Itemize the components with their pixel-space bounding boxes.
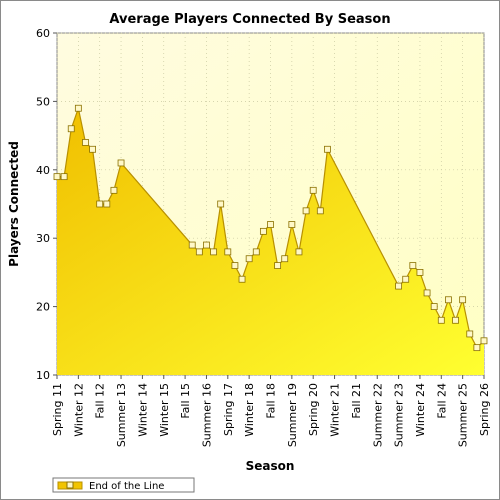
- legend: End of the Line: [52, 477, 195, 493]
- x-tick-label: Spring 11: [51, 383, 64, 436]
- data-point: [274, 262, 282, 269]
- data-point: [452, 316, 459, 324]
- data-point: [302, 207, 310, 215]
- x-tick-label: Fall 24: [435, 383, 448, 419]
- data-point: [110, 186, 118, 194]
- x-tick-label: Fall 18: [265, 383, 278, 419]
- data-point: [89, 145, 96, 153]
- x-tick-label: Fall 15: [179, 383, 192, 419]
- data-point: [210, 248, 217, 256]
- y-tick-label: 20: [36, 301, 50, 314]
- data-point: [203, 241, 210, 249]
- data-point: [74, 104, 82, 112]
- data-point: [316, 207, 324, 215]
- data-point: [402, 275, 410, 283]
- legend-box: [52, 477, 195, 493]
- data-point: [281, 255, 289, 263]
- data-point: [295, 248, 303, 256]
- y-tick-label: 30: [36, 232, 50, 245]
- data-point: [416, 268, 424, 276]
- data-point: [231, 262, 239, 269]
- data-point: [445, 296, 452, 304]
- data-point: [53, 173, 61, 181]
- x-tick-label: Summer 22: [371, 383, 384, 447]
- x-tick-label: Fall 21: [350, 383, 363, 419]
- data-point: [96, 200, 104, 208]
- x-tick-label: Spring 26: [478, 383, 491, 436]
- data-point: [238, 275, 246, 283]
- data-point: [117, 159, 125, 167]
- chart-title: Average Players Connected By Season: [109, 12, 390, 27]
- x-tick-label: Summer 13: [115, 383, 128, 447]
- data-point: [437, 316, 445, 324]
- legend-label: End of the Line: [89, 481, 164, 492]
- data-point: [103, 200, 111, 208]
- y-tick-label: 40: [36, 164, 50, 177]
- x-axis: Spring 11 Winter 12 Fall 12 Summer 13 Winter…: [51, 375, 491, 447]
- y-axis: 10 20 30 40 50 60: [36, 27, 57, 382]
- x-axis-label: Season: [246, 459, 295, 473]
- data-point: [459, 296, 467, 304]
- y-tick-label: 10: [36, 369, 50, 382]
- x-tick-label: Fall 12: [94, 383, 107, 419]
- data-point: [224, 248, 232, 256]
- legend-marker-icon: [66, 481, 74, 489]
- data-point: [188, 241, 196, 249]
- data-point: [473, 344, 481, 352]
- x-tick-label: Winter 15: [158, 383, 171, 437]
- x-tick-label: Winter 24: [414, 383, 427, 437]
- data-point: [67, 125, 75, 133]
- data-point: [195, 248, 203, 256]
- data-point: [60, 173, 68, 181]
- data-point: [324, 145, 331, 153]
- data-point: [245, 255, 253, 263]
- data-point: [466, 330, 474, 338]
- y-tick-label: 50: [36, 95, 50, 108]
- x-tick-label: Winter 14: [136, 383, 149, 437]
- x-tick-label: Summer 19: [286, 383, 299, 447]
- data-point: [288, 221, 296, 228]
- data-point: [82, 139, 89, 146]
- series-area: [57, 108, 484, 376]
- data-point: [217, 200, 225, 208]
- data-markers: [53, 104, 488, 352]
- x-tick-label: Summer 23: [393, 383, 406, 447]
- x-tick-label: Spring 20: [307, 383, 320, 436]
- x-tick-label: Winter 18: [243, 383, 256, 437]
- x-tick-label: Winter 21: [329, 383, 342, 437]
- y-tick-label: 60: [36, 27, 50, 40]
- data-point: [395, 282, 403, 290]
- data-point: [309, 186, 317, 194]
- data-point: [480, 337, 488, 345]
- data-point: [259, 227, 267, 235]
- data-point: [409, 262, 417, 269]
- x-tick-label: Summer 25: [457, 383, 470, 447]
- y-axis-label: Players Connected: [7, 141, 21, 267]
- x-tick-label: Spring 17: [222, 383, 235, 436]
- x-tick-label: Summer 16: [200, 383, 213, 447]
- data-point: [267, 221, 274, 228]
- data-point: [430, 303, 438, 311]
- x-tick-label: Winter 12: [72, 383, 85, 437]
- data-point: [252, 248, 260, 256]
- data-point: [423, 289, 431, 297]
